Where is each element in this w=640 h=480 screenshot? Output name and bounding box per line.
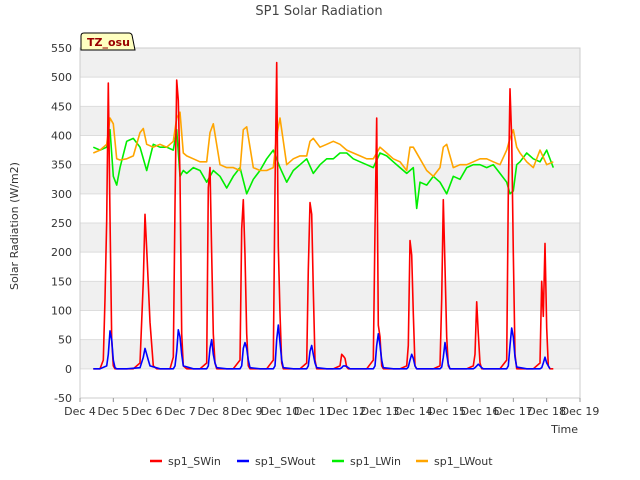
plot-bands bbox=[80, 48, 580, 369]
x-axis-label: Time bbox=[550, 423, 578, 436]
x-tick-label: Dec 17 bbox=[494, 405, 533, 418]
x-tick-label: Dec 12 bbox=[327, 405, 366, 418]
y-tick-label: 150 bbox=[51, 275, 72, 288]
legend-label: sp1_LWout bbox=[434, 455, 493, 468]
x-tick-label: Dec 5 bbox=[97, 405, 129, 418]
x-tick-label: Dec 19 bbox=[561, 405, 600, 418]
timezone-label: TZ_osu bbox=[87, 36, 130, 49]
y-tick-label: 300 bbox=[51, 188, 72, 201]
y-tick-label: 200 bbox=[51, 246, 72, 259]
x-tick-label: Dec 16 bbox=[461, 405, 500, 418]
y-tick-label: 450 bbox=[51, 100, 72, 113]
x-tick-label: Dec 4 bbox=[64, 405, 96, 418]
y-tick-label: 350 bbox=[51, 159, 72, 172]
x-tick-label: Dec 8 bbox=[197, 405, 229, 418]
x-tick-label: Dec 18 bbox=[527, 405, 566, 418]
timezone-badge-box bbox=[80, 32, 136, 51]
legend-label: sp1_SWout bbox=[255, 455, 316, 468]
x-tick-label: Dec 6 bbox=[131, 405, 163, 418]
x-tick-label: Dec 9 bbox=[231, 405, 263, 418]
legend: sp1_SWin sp1_SWout sp1_LWin sp1_LWout bbox=[150, 455, 493, 468]
series-line-sp1-lwin bbox=[92, 128, 555, 210]
y-axis-ticks: -50 0 50 100 150 200 250 300 350 400 450 500 550 bbox=[51, 42, 72, 405]
legend-label: sp1_SWin bbox=[168, 455, 221, 468]
x-tick-label: Dec 10 bbox=[261, 405, 300, 418]
series-line-sp1-swout bbox=[93, 324, 551, 370]
series-line-sp1-swin bbox=[93, 61, 554, 370]
x-tick-label: Dec 15 bbox=[427, 405, 466, 418]
series-layer bbox=[92, 61, 555, 370]
plot-border bbox=[79, 47, 581, 399]
plot-band bbox=[80, 339, 580, 369]
x-tick-label: Dec 14 bbox=[394, 405, 433, 418]
chart-title: SP1 Solar Radiation bbox=[255, 4, 382, 19]
x-tick-label: Dec 13 bbox=[361, 405, 400, 418]
y-tick-label: 500 bbox=[51, 71, 72, 84]
plot-band bbox=[80, 106, 580, 136]
y-tick-label: 250 bbox=[51, 217, 72, 230]
y-tick-label: 100 bbox=[51, 305, 72, 318]
x-tick-label: Dec 11 bbox=[294, 405, 333, 418]
y-tick-label: -50 bbox=[54, 392, 72, 405]
series-line-sp1-lwout bbox=[92, 111, 554, 178]
plot-band bbox=[80, 48, 580, 78]
y-tick-label: 0 bbox=[65, 363, 72, 376]
plot-band bbox=[80, 223, 580, 253]
y-axis-label: Solar Radiation (W/m2) bbox=[8, 162, 21, 290]
y-tick-label: 400 bbox=[51, 130, 72, 143]
timezone-badge: TZ_osu bbox=[80, 32, 136, 51]
y-tick-label: 50 bbox=[58, 334, 72, 347]
y-tick-label: 550 bbox=[51, 42, 72, 55]
x-tick-label: Dec 7 bbox=[164, 405, 196, 418]
legend-label: sp1_LWin bbox=[350, 455, 401, 468]
plot-band bbox=[80, 281, 580, 311]
